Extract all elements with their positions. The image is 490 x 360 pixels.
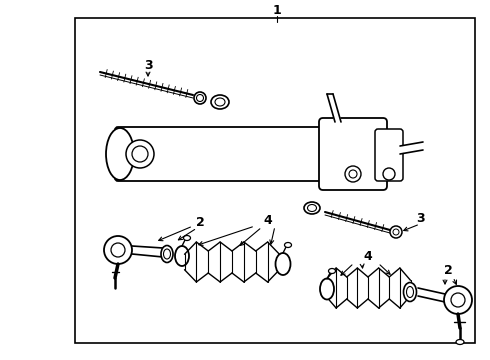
Ellipse shape	[308, 204, 317, 212]
Ellipse shape	[320, 279, 334, 300]
Text: 4: 4	[264, 213, 272, 226]
FancyBboxPatch shape	[115, 127, 338, 181]
Ellipse shape	[215, 98, 225, 106]
Ellipse shape	[285, 243, 292, 248]
Circle shape	[196, 94, 203, 102]
Circle shape	[349, 170, 357, 178]
Circle shape	[393, 229, 399, 235]
Ellipse shape	[161, 246, 173, 262]
Ellipse shape	[106, 128, 134, 180]
Ellipse shape	[407, 287, 414, 297]
Circle shape	[104, 236, 132, 264]
Ellipse shape	[456, 339, 464, 345]
Ellipse shape	[304, 202, 320, 214]
Ellipse shape	[175, 246, 189, 266]
Circle shape	[345, 166, 361, 182]
Ellipse shape	[328, 269, 336, 274]
Circle shape	[111, 243, 125, 257]
Text: 3: 3	[416, 212, 424, 225]
Text: 2: 2	[196, 216, 204, 229]
Ellipse shape	[403, 283, 416, 302]
Ellipse shape	[164, 249, 171, 259]
Text: 3: 3	[144, 59, 152, 72]
Circle shape	[390, 226, 402, 238]
Text: 4: 4	[364, 249, 372, 262]
Ellipse shape	[211, 95, 229, 109]
Ellipse shape	[275, 253, 291, 275]
FancyBboxPatch shape	[375, 129, 403, 181]
Circle shape	[444, 286, 472, 314]
Circle shape	[132, 146, 148, 162]
Text: 1: 1	[272, 4, 281, 17]
Text: 2: 2	[443, 264, 452, 276]
Circle shape	[383, 168, 395, 180]
Bar	[75, 18, 475, 343]
FancyBboxPatch shape	[319, 118, 387, 190]
Circle shape	[194, 92, 206, 104]
Circle shape	[451, 293, 465, 307]
Circle shape	[126, 140, 154, 168]
Ellipse shape	[183, 235, 191, 240]
